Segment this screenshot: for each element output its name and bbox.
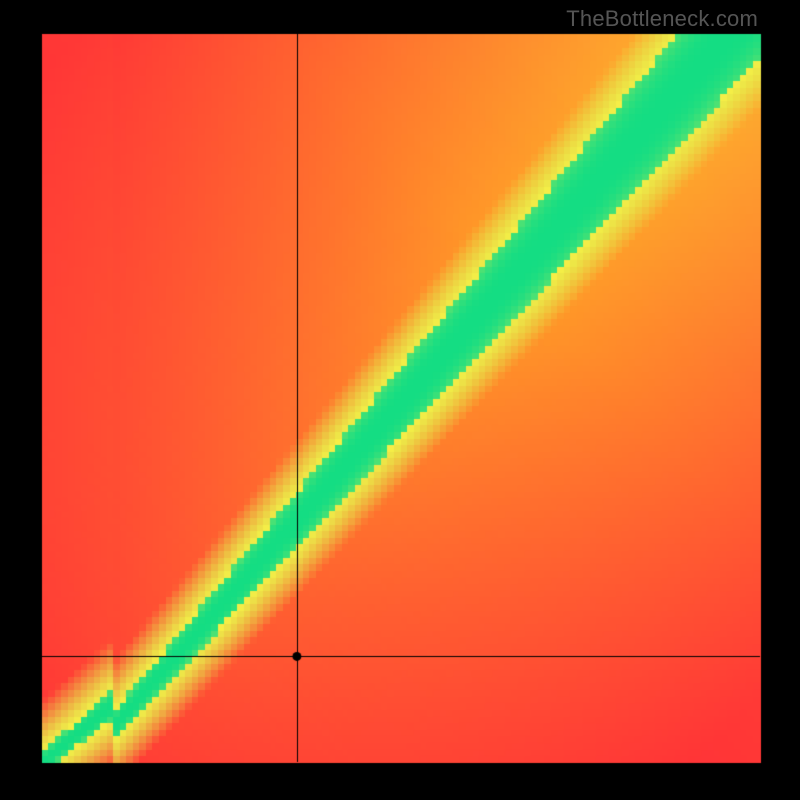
watermark-text: TheBottleneck.com [566,6,758,32]
bottleneck-heatmap [0,0,800,800]
chart-container: TheBottleneck.com [0,0,800,800]
